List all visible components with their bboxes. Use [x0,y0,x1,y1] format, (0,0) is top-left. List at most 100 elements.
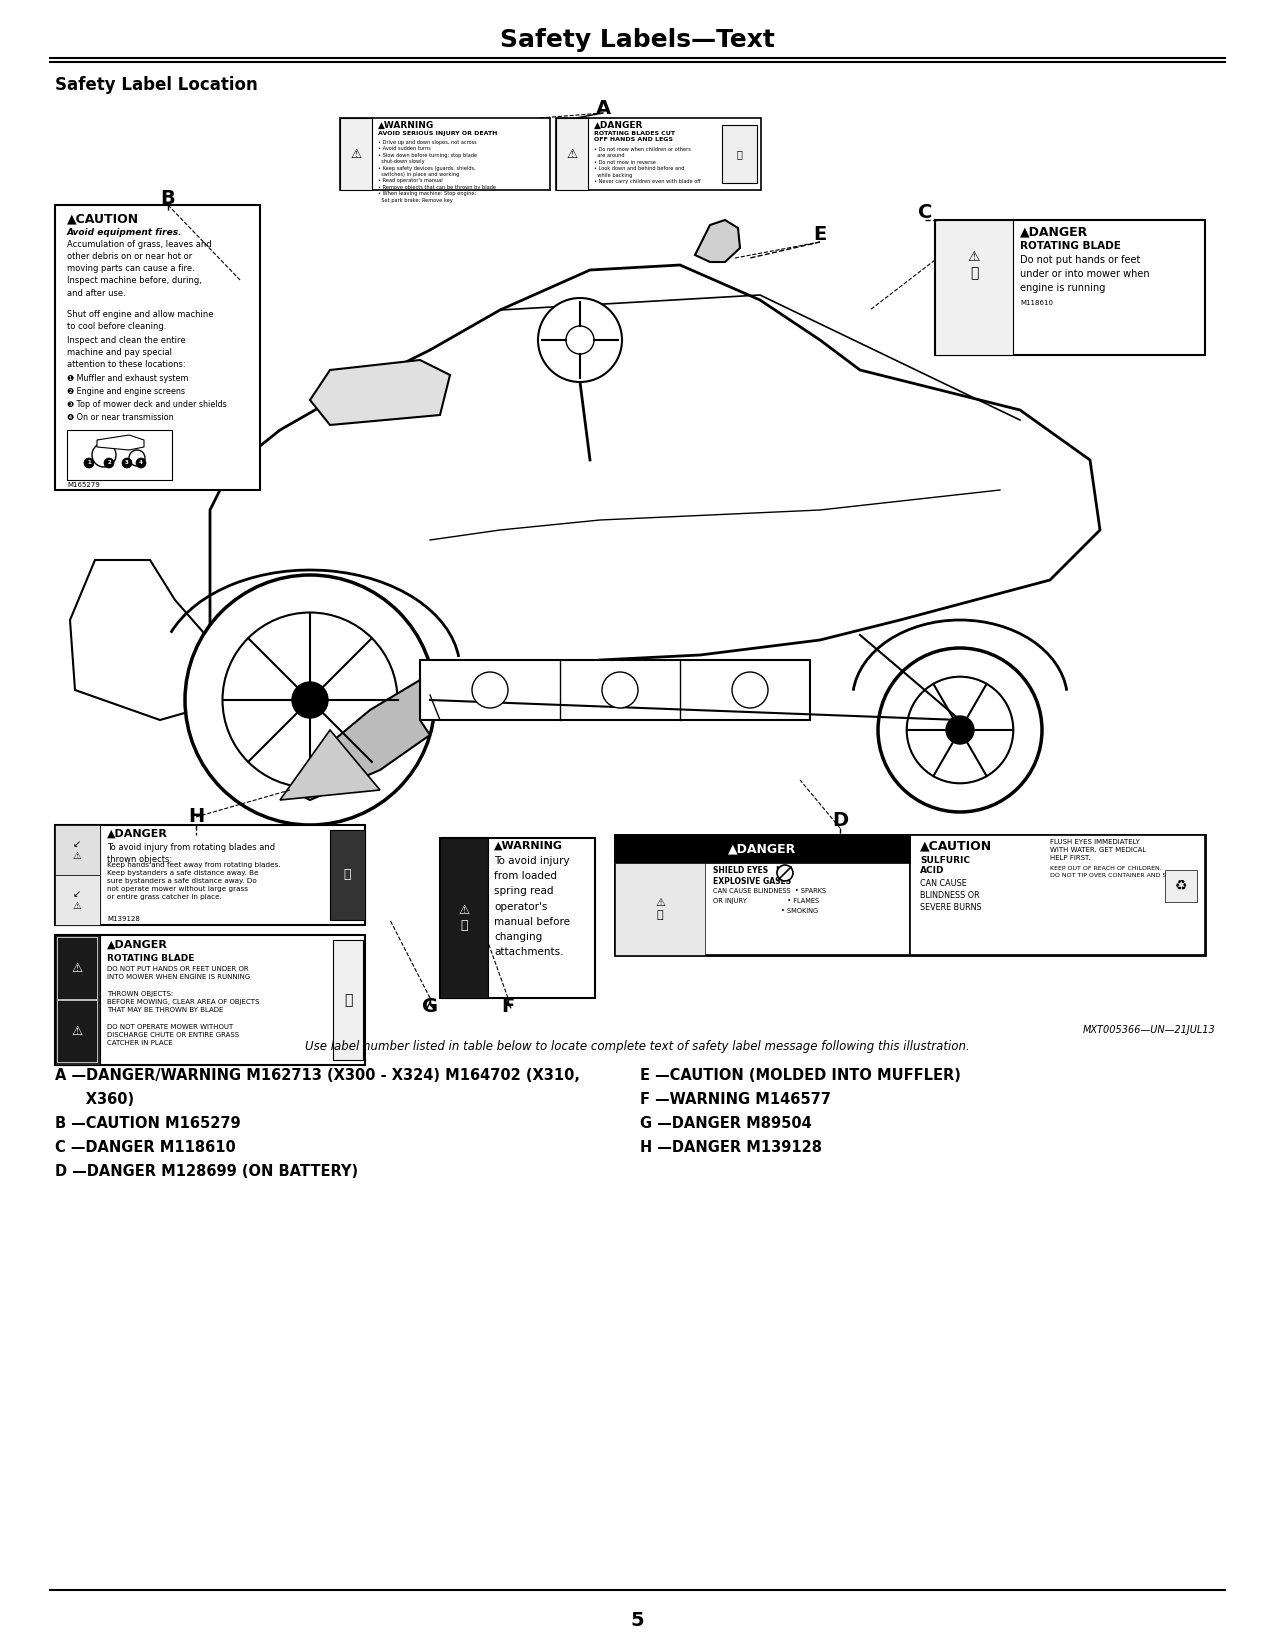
FancyBboxPatch shape [722,125,757,183]
FancyBboxPatch shape [556,119,588,190]
Text: ▲CAUTION: ▲CAUTION [68,211,139,224]
Bar [57,937,97,998]
Text: ↙
⚠: ↙ ⚠ [73,840,82,861]
Polygon shape [210,266,1100,695]
FancyBboxPatch shape [333,940,363,1059]
Text: ▲DANGER: ▲DANGER [1020,224,1089,238]
Circle shape [472,672,507,708]
Circle shape [946,716,974,744]
Text: ❶ Muffler and exhaust system
❷ Engine and engine screens
❸ Top of mower deck and: ❶ Muffler and exhaust system ❷ Engine an… [68,375,227,421]
Text: B —CAUTION M165279: B —CAUTION M165279 [55,1115,241,1130]
Text: 🏃: 🏃 [344,993,352,1006]
FancyBboxPatch shape [55,825,99,926]
FancyBboxPatch shape [440,838,595,998]
Circle shape [602,672,638,708]
Text: SHIELD EYES   NO: SHIELD EYES NO [713,866,789,874]
FancyBboxPatch shape [556,119,761,190]
Polygon shape [419,660,810,719]
Text: C —DANGER M118610: C —DANGER M118610 [55,1140,236,1155]
Text: G: G [422,998,439,1016]
Circle shape [292,681,328,718]
FancyBboxPatch shape [440,838,488,998]
Text: ↙
⚠: ↙ ⚠ [73,889,82,911]
Polygon shape [310,360,450,426]
Text: 🚫: 🚫 [736,148,742,158]
Text: ⚠: ⚠ [351,147,362,160]
Circle shape [92,442,116,467]
Polygon shape [70,559,230,719]
FancyBboxPatch shape [935,219,1205,355]
Text: B: B [161,188,176,208]
Text: 2: 2 [107,460,111,465]
Text: AVOID SERIOUS INJURY OR DEATH: AVOID SERIOUS INJURY OR DEATH [377,130,497,135]
Text: • Drive up and down slopes, not across
• Avoid sudden turns
• Slow down before t: • Drive up and down slopes, not across •… [377,140,496,203]
Text: ▲WARNING: ▲WARNING [493,842,564,851]
FancyBboxPatch shape [55,205,260,490]
Text: 3: 3 [125,460,129,465]
Circle shape [136,459,147,469]
Text: ▲CAUTION: ▲CAUTION [921,838,992,851]
Text: ⚠: ⚠ [71,962,83,975]
Text: M165279: M165279 [68,482,99,488]
Text: ⚠
🔋: ⚠ 🔋 [655,898,666,919]
FancyBboxPatch shape [340,119,550,190]
Text: Avoid equipment fires.: Avoid equipment fires. [68,228,182,238]
Text: ♻: ♻ [1174,879,1187,893]
Text: ⚠
🔧: ⚠ 🔧 [459,904,469,932]
Text: M139128: M139128 [107,916,140,922]
Text: D —DANGER M128699 (ON BATTERY): D —DANGER M128699 (ON BATTERY) [55,1163,358,1180]
Text: Accumulation of grass, leaves and
other debris on or near hot or
moving parts ca: Accumulation of grass, leaves and other … [68,239,212,297]
Text: To avoid injury
from loaded
spring read
operator's
manual before
changing
attach: To avoid injury from loaded spring read … [493,856,570,957]
FancyBboxPatch shape [340,119,372,190]
Text: F: F [501,998,515,1016]
FancyBboxPatch shape [55,825,365,926]
Polygon shape [97,436,144,450]
Text: D: D [831,810,848,830]
Text: EXPLOSIVE GASES: EXPLOSIVE GASES [713,878,790,886]
Text: ROTATING BLADES CUT
OFF HANDS AND LEGS: ROTATING BLADES CUT OFF HANDS AND LEGS [594,130,674,142]
Text: Inspect and clean the entire
machine and pay special
attention to these location: Inspect and clean the entire machine and… [68,337,186,370]
Text: OR INJURY                   • FLAMES: OR INJURY • FLAMES [713,898,819,904]
FancyBboxPatch shape [615,863,705,955]
Text: E —CAUTION (MOLDED INTO MUFFLER): E —CAUTION (MOLDED INTO MUFFLER) [640,1068,961,1082]
Text: ROTATING BLADE: ROTATING BLADE [107,954,194,964]
Text: Do not put hands or feet
under or into mower when
engine is running: Do not put hands or feet under or into m… [1020,256,1150,294]
Bar [55,825,99,874]
Text: ▲DANGER: ▲DANGER [594,120,644,130]
FancyBboxPatch shape [615,835,1205,955]
Text: ACID: ACID [921,866,945,874]
Circle shape [566,327,594,355]
Circle shape [223,612,398,787]
Text: ⚠: ⚠ [566,147,578,160]
Text: 1: 1 [87,460,91,465]
Text: SULFURIC: SULFURIC [921,856,970,865]
Text: ▲DANGER: ▲DANGER [107,828,168,838]
Text: • SMOKING: • SMOKING [713,908,819,914]
Text: ▲WARNING: ▲WARNING [377,120,435,130]
Text: A —DANGER/WARNING M162713 (X300 - X324) M164702 (X310,: A —DANGER/WARNING M162713 (X300 - X324) … [55,1068,580,1082]
Circle shape [122,459,133,469]
Text: MXT005366—UN—21JUL13: MXT005366—UN—21JUL13 [1082,1025,1215,1035]
Text: A: A [595,99,611,117]
Text: FLUSH EYES IMMEDIATELY
WITH WATER. GET MEDICAL
HELP FIRST.: FLUSH EYES IMMEDIATELY WITH WATER. GET M… [1051,838,1146,861]
Bar [55,874,99,926]
Bar [57,1000,97,1063]
Text: 4: 4 [139,460,143,465]
Polygon shape [280,729,380,800]
Text: Use label number listed in table below to locate complete text of safety label m: Use label number listed in table below t… [305,1040,969,1053]
Text: Shut off engine and allow machine
to cool before cleaning.: Shut off engine and allow machine to coo… [68,310,213,332]
FancyBboxPatch shape [910,835,1205,955]
Text: To avoid injury from rotating blades and
thrown objects:: To avoid injury from rotating blades and… [107,843,275,865]
FancyBboxPatch shape [615,835,910,955]
Polygon shape [289,680,430,800]
Circle shape [185,574,435,825]
Text: X360): X360) [55,1092,134,1107]
Text: Keep hands and feet away from rotating blades.
Keep bystanders a safe distance a: Keep hands and feet away from rotating b… [107,861,280,899]
FancyBboxPatch shape [935,219,1014,355]
Polygon shape [695,219,739,262]
Text: 5: 5 [630,1610,644,1630]
Text: ▲DANGER: ▲DANGER [728,843,796,855]
Text: F —WARNING M146577: F —WARNING M146577 [640,1092,831,1107]
Text: DO NOT PUT HANDS OR FEET UNDER OR
INTO MOWER WHEN ENGINE IS RUNNING
 
THROWN OBJ: DO NOT PUT HANDS OR FEET UNDER OR INTO M… [107,965,259,1046]
Text: ▲DANGER: ▲DANGER [107,940,168,950]
